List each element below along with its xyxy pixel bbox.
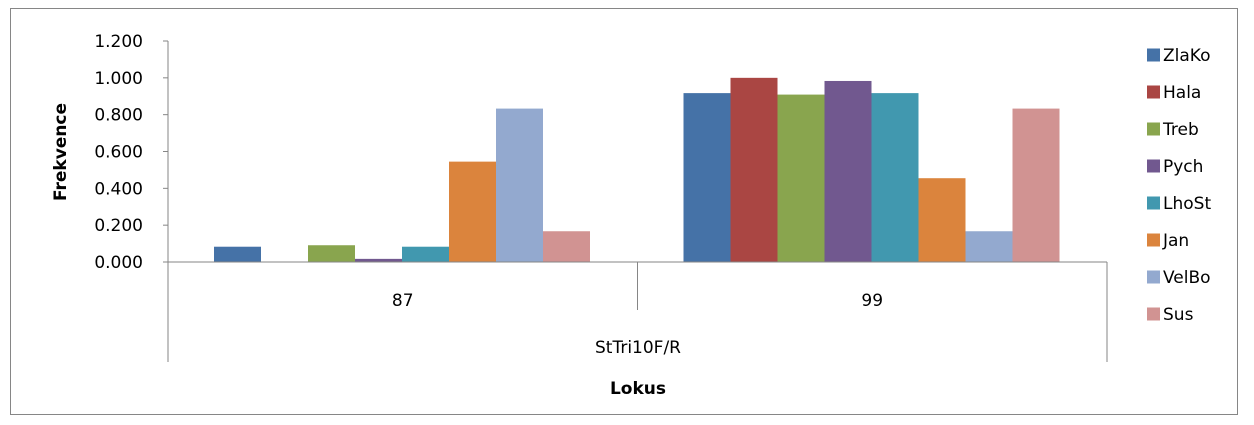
category-label-87: 87 xyxy=(392,291,414,311)
legend-label-jan: Jan xyxy=(1162,231,1189,251)
legend-label-hala: Hala xyxy=(1163,83,1201,103)
group-label: StTri10F/R xyxy=(595,338,681,358)
bar-sus-87 xyxy=(543,231,590,262)
bar-treb-99 xyxy=(777,94,825,262)
bar-hala-99 xyxy=(730,77,778,262)
legend-label-sus: Sus xyxy=(1163,305,1194,325)
y-tick-labels: 0.000 0.200 0.400 0.600 0.800 1.000 1.200 xyxy=(94,32,143,273)
y-tick-label: 1.000 xyxy=(94,69,143,89)
bar-pych-87 xyxy=(355,258,402,262)
bar-zlako-87 xyxy=(214,246,261,262)
bar-velbo-87 xyxy=(496,108,543,262)
legend-swatch-jan xyxy=(1147,233,1160,247)
bar-pych-99 xyxy=(824,80,872,262)
x-axis-title: Lokus xyxy=(610,379,666,399)
legend-swatch-treb xyxy=(1147,122,1160,136)
category-label-99: 99 xyxy=(861,291,883,311)
bar-treb-87 xyxy=(308,245,355,262)
legend-label-zlako: ZlaKo xyxy=(1163,46,1211,66)
y-tick-label: 0.400 xyxy=(94,179,143,199)
bar-jan-87 xyxy=(449,161,496,262)
bars-layer xyxy=(214,77,1060,262)
category-labels: 87 99 xyxy=(392,291,883,311)
y-tick-label: 0.200 xyxy=(94,216,143,236)
legend-swatch-velbo xyxy=(1147,270,1160,284)
y-tick-label: 0.600 xyxy=(94,143,143,163)
y-tick-label: 1.200 xyxy=(94,32,143,52)
bar-lhost-99 xyxy=(871,93,919,262)
bar-velbo-99 xyxy=(965,231,1013,262)
y-axis-title: Frekvence xyxy=(51,103,71,201)
legend-swatch-sus xyxy=(1147,307,1160,321)
axes-layer xyxy=(163,40,1108,362)
legend-label-treb: Treb xyxy=(1162,120,1199,140)
legend-label-lhost: LhoSt xyxy=(1163,194,1211,214)
y-tick-label: 0.800 xyxy=(94,106,143,126)
legend: ZlaKo Hala Treb Pych LhoSt Jan VelBo Sus xyxy=(1147,46,1211,325)
legend-swatch-zlako xyxy=(1147,48,1160,62)
legend-swatch-hala xyxy=(1147,85,1160,99)
bar-zlako-99 xyxy=(683,93,731,262)
y-tick-label: 0.000 xyxy=(94,253,143,273)
bar-sus-99 xyxy=(1012,108,1060,262)
bar-lhost-87 xyxy=(402,246,449,262)
legend-label-pych: Pych xyxy=(1163,157,1203,177)
bar-jan-99 xyxy=(918,178,966,262)
legend-label-velbo: VelBo xyxy=(1163,268,1211,288)
legend-swatch-pych xyxy=(1147,159,1160,173)
legend-swatch-lhost xyxy=(1147,196,1160,210)
